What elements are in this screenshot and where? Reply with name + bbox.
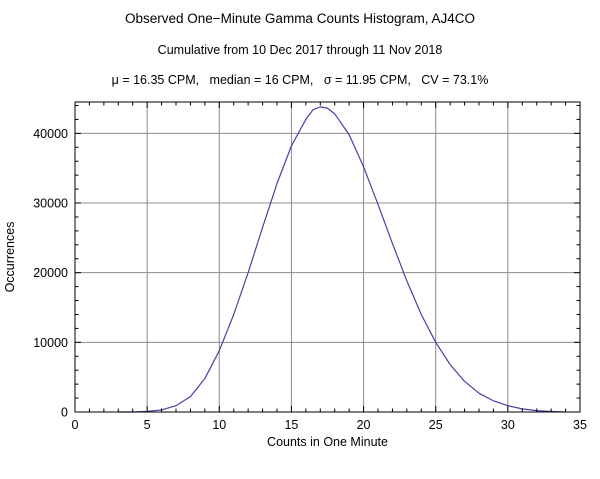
x-tick-label: 15 xyxy=(284,418,298,432)
y-tick-label: 20000 xyxy=(33,266,68,280)
figure-header: Observed One−Minute Gamma Counts Histogr… xyxy=(0,0,600,87)
y-tick-label: 30000 xyxy=(33,197,68,211)
chart-stats: μ = 16.35 CPM, median = 16 CPM, σ = 11.9… xyxy=(111,73,489,87)
chart-title: Observed One−Minute Gamma Counts Histogr… xyxy=(124,11,476,26)
x-tick-label: 25 xyxy=(429,418,443,432)
y-tick-label: 40000 xyxy=(33,127,68,141)
x-tick-label: 10 xyxy=(212,418,226,432)
plot-frame xyxy=(74,101,581,413)
x-axis-label: Counts in One Minute xyxy=(267,435,388,449)
x-tick-label: 0 xyxy=(72,418,79,432)
x-tick-label: 5 xyxy=(144,418,151,432)
y-tick-label: 10000 xyxy=(33,336,68,350)
chart-canvas: 0 5 10 15 20 25 30 35 0 10000 20000 30000 40000 Count… xyxy=(3,101,587,449)
chart-subtitle: Cumulative from 10 Dec 2017 through 11 N… xyxy=(157,43,443,57)
distribution-curve xyxy=(118,106,566,413)
x-tick-label: 35 xyxy=(573,418,587,432)
y-tick-label: 0 xyxy=(61,406,68,420)
y-axis-label: Occurrences xyxy=(3,222,17,293)
x-tick-label: 30 xyxy=(501,418,515,432)
x-tick-label: 20 xyxy=(357,418,371,432)
